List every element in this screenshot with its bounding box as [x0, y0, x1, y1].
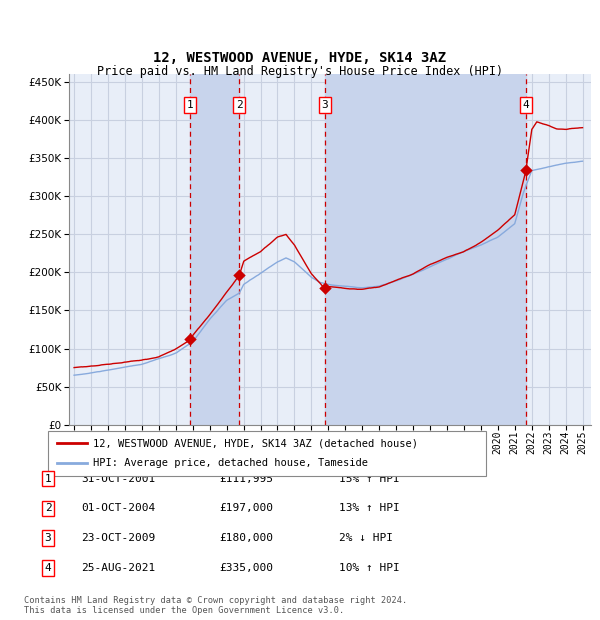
Text: Contains HM Land Registry data © Crown copyright and database right 2024.: Contains HM Land Registry data © Crown c… — [24, 596, 407, 604]
Text: HPI: Average price, detached house, Tameside: HPI: Average price, detached house, Tame… — [93, 458, 368, 468]
Text: 25-AUG-2021: 25-AUG-2021 — [81, 563, 155, 573]
Text: 15% ↑ HPI: 15% ↑ HPI — [339, 474, 400, 484]
Text: 1: 1 — [187, 100, 193, 110]
Point — [185, 334, 194, 344]
Point — [320, 283, 330, 293]
Text: £180,000: £180,000 — [219, 533, 273, 543]
Text: 01-OCT-2004: 01-OCT-2004 — [81, 503, 155, 513]
Text: This data is licensed under the Open Government Licence v3.0.: This data is licensed under the Open Gov… — [24, 606, 344, 615]
Text: 2% ↓ HPI: 2% ↓ HPI — [339, 533, 393, 543]
Text: 2: 2 — [236, 100, 243, 110]
Text: 2: 2 — [44, 503, 52, 513]
Text: 1: 1 — [44, 474, 52, 484]
Bar — [325, 74, 526, 425]
Text: 13% ↑ HPI: 13% ↑ HPI — [339, 503, 400, 513]
Bar — [190, 74, 239, 425]
Text: 10% ↑ HPI: 10% ↑ HPI — [339, 563, 400, 573]
Point — [521, 165, 530, 175]
Text: Price paid vs. HM Land Registry's House Price Index (HPI): Price paid vs. HM Land Registry's House … — [97, 64, 503, 78]
Text: £335,000: £335,000 — [219, 563, 273, 573]
Text: £197,000: £197,000 — [219, 503, 273, 513]
Text: 3: 3 — [44, 533, 52, 543]
Text: 12, WESTWOOD AVENUE, HYDE, SK14 3AZ: 12, WESTWOOD AVENUE, HYDE, SK14 3AZ — [154, 51, 446, 65]
Text: 12, WESTWOOD AVENUE, HYDE, SK14 3AZ (detached house): 12, WESTWOOD AVENUE, HYDE, SK14 3AZ (det… — [93, 438, 418, 448]
Text: 4: 4 — [44, 563, 52, 573]
Text: 31-OCT-2001: 31-OCT-2001 — [81, 474, 155, 484]
Text: 3: 3 — [322, 100, 328, 110]
Text: 23-OCT-2009: 23-OCT-2009 — [81, 533, 155, 543]
Text: £111,995: £111,995 — [219, 474, 273, 484]
Text: 4: 4 — [523, 100, 529, 110]
Point — [235, 270, 244, 280]
